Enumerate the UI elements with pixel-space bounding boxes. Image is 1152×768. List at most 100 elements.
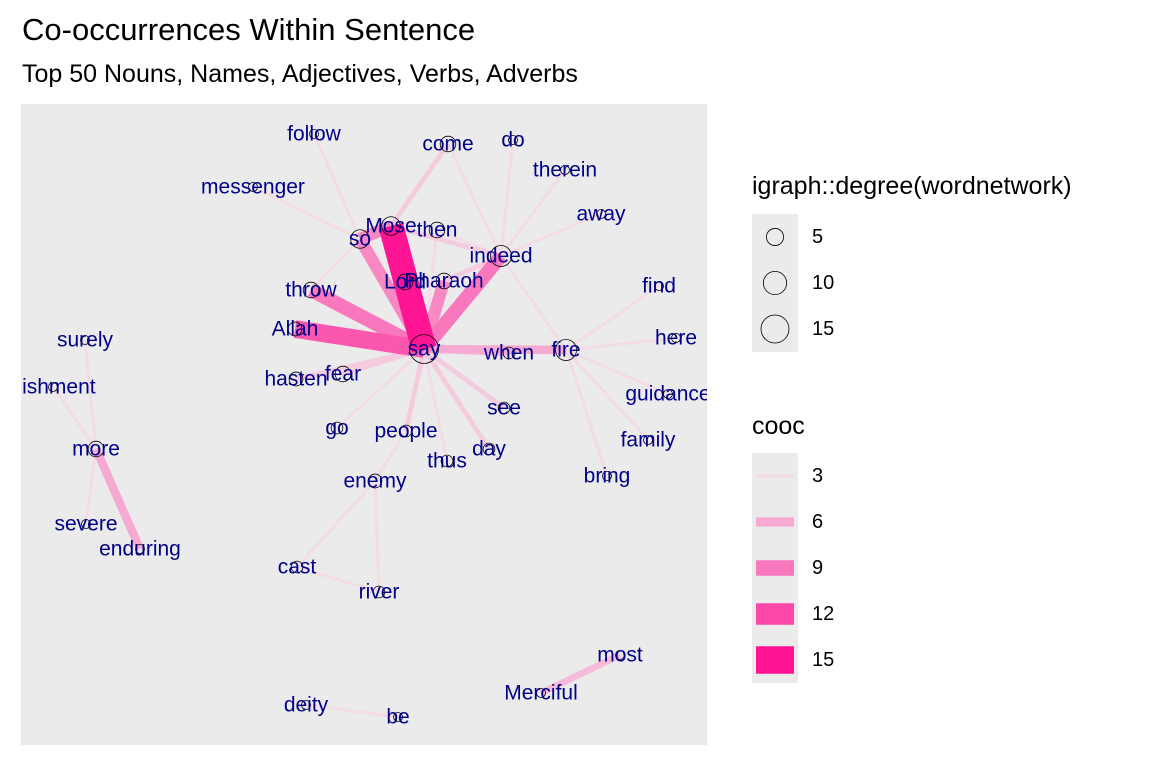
- node-label-find: find: [642, 275, 676, 298]
- node-label-bring: bring: [584, 465, 631, 488]
- edge-enemy-river: [373, 480, 381, 593]
- edge-moses-come: [389, 142, 450, 228]
- node-merciful: [536, 688, 546, 698]
- node-most: [615, 650, 625, 660]
- node-allah: [287, 321, 303, 337]
- node-see: [497, 401, 511, 415]
- node-severe: [81, 519, 91, 529]
- node-label-severe: severe: [54, 513, 117, 536]
- node-label-moses: Mose: [365, 215, 416, 238]
- node-label-messenger: messenger: [201, 176, 305, 199]
- node-label-hasten: hasten: [264, 368, 327, 391]
- size-legend-label: 10: [812, 272, 834, 294]
- node-pharaoh: [435, 272, 453, 290]
- size-legend-label: 15: [812, 318, 834, 340]
- edge-legend: cooc 3 6 9 12 15: [752, 412, 834, 683]
- node-away: [596, 209, 606, 219]
- node-more: [87, 440, 105, 458]
- size-legend-circle: [760, 314, 790, 344]
- node-surely: [80, 335, 90, 345]
- node-label-deity: deity: [284, 694, 329, 717]
- edge-legend-label: 12: [812, 603, 834, 625]
- node-throw: [302, 281, 320, 299]
- node-label-river: river: [359, 581, 400, 604]
- node-label-guidance: guidance: [625, 383, 710, 406]
- size-legend-circle: [762, 270, 788, 296]
- node-label-family: family: [621, 429, 676, 452]
- node-label-away: away: [576, 203, 626, 226]
- node-label-do: do: [501, 129, 524, 152]
- node-do: [508, 135, 518, 145]
- edge-so-messenger: [252, 185, 361, 241]
- node-label-surely: surely: [57, 329, 114, 352]
- node-guidance: [663, 389, 673, 399]
- node-label-here: here: [655, 327, 697, 350]
- size-legend-circle: [766, 228, 784, 246]
- edge-say-allah: [293, 320, 426, 358]
- node-label-come: come: [422, 133, 473, 156]
- edge-fire-here: [565, 336, 677, 352]
- node-label-therein: therein: [533, 159, 597, 182]
- node-so: [350, 229, 370, 249]
- edge-most-merciful: [539, 651, 622, 697]
- node-lord: [396, 273, 414, 291]
- chart-subtitle: Top 50 Nouns, Names, Adjectives, Verbs, …: [22, 60, 578, 88]
- edge-indeed-away: [500, 212, 602, 258]
- edge-enemy-cast: [295, 479, 377, 569]
- node-go: [330, 421, 344, 435]
- edge-fire-find: [565, 284, 660, 352]
- edge-fire-family: [564, 348, 650, 442]
- node-enemy: [367, 473, 383, 489]
- edge-say-day: [421, 347, 492, 451]
- node-therein: [560, 165, 570, 175]
- edge-indeed-fire: [499, 255, 568, 351]
- node-cast: [290, 560, 304, 574]
- node-follow: [309, 129, 319, 139]
- node-say: [409, 334, 439, 364]
- edge-legend-label: 3: [812, 465, 823, 487]
- node-label-enduring: enduring: [99, 538, 181, 561]
- edge-fire-guidance: [565, 348, 669, 396]
- edge-legend-label: 6: [812, 511, 823, 533]
- node-messenger: [248, 182, 258, 192]
- node-label-merciful: Merciful: [504, 682, 578, 705]
- edge-more-enduring: [92, 447, 144, 551]
- node-enduring: [135, 544, 145, 554]
- edge-fire-bring: [564, 349, 609, 477]
- node-come: [439, 135, 457, 153]
- edge-more-severe: [84, 448, 98, 525]
- edge-so-follow: [312, 133, 362, 240]
- edge-punishment-more: [51, 386, 98, 450]
- edge-moses-indeed: [390, 223, 502, 259]
- node-label-day: day: [472, 438, 506, 461]
- node-indeed: [490, 245, 512, 267]
- edge-legend-label: 15: [812, 649, 834, 671]
- node-label-punishment: nishment: [10, 376, 95, 399]
- node-label-go: go: [325, 417, 348, 440]
- edge-cast-river: [296, 565, 380, 594]
- edge-indeed-therein: [499, 169, 567, 257]
- edge-come-indeed: [446, 143, 503, 257]
- node-label-follow: follow: [287, 123, 342, 146]
- node-label-be: be: [386, 706, 409, 729]
- node-label-throw: throw: [285, 279, 337, 302]
- node-here: [671, 333, 681, 343]
- edge-say-thus: [422, 348, 449, 462]
- node-river: [372, 585, 386, 599]
- node-label-say: say: [408, 338, 441, 361]
- node-hasten: [288, 371, 304, 387]
- edge-say-indeed: [418, 251, 507, 354]
- plot-panel: [21, 104, 707, 745]
- node-label-so: so: [349, 228, 371, 251]
- node-thus: [440, 454, 454, 468]
- edge-say-see: [422, 347, 506, 410]
- node-fear: [334, 365, 352, 383]
- edge-deity-be: [305, 703, 399, 719]
- node-then: [428, 221, 446, 239]
- node-label-when: when: [483, 342, 534, 365]
- edge-layer: [51, 133, 677, 719]
- node-day: [482, 442, 496, 456]
